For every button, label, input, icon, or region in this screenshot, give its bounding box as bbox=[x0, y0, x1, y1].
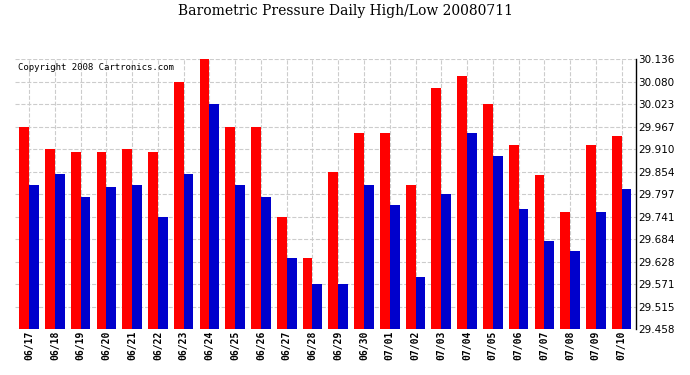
Bar bbox=[29, 185, 39, 329]
Bar bbox=[595, 212, 606, 329]
Bar bbox=[570, 251, 580, 329]
Bar bbox=[81, 197, 90, 329]
Bar bbox=[338, 284, 348, 329]
Bar bbox=[442, 194, 451, 329]
Bar bbox=[210, 104, 219, 329]
Bar bbox=[97, 152, 106, 329]
Bar bbox=[303, 258, 313, 329]
Bar bbox=[106, 187, 116, 329]
Bar bbox=[354, 134, 364, 329]
Bar bbox=[184, 174, 193, 329]
Bar bbox=[328, 171, 338, 329]
Text: Barometric Pressure Daily High/Low 20080711: Barometric Pressure Daily High/Low 20080… bbox=[177, 4, 513, 18]
Bar bbox=[45, 149, 55, 329]
Bar bbox=[457, 76, 467, 329]
Bar bbox=[158, 216, 168, 329]
Text: Copyright 2008 Cartronics.com: Copyright 2008 Cartronics.com bbox=[18, 63, 174, 72]
Bar bbox=[483, 104, 493, 329]
Bar bbox=[71, 152, 81, 329]
Bar bbox=[174, 81, 184, 329]
Bar bbox=[199, 59, 210, 329]
Bar bbox=[467, 134, 477, 329]
Bar bbox=[261, 197, 270, 329]
Bar bbox=[622, 189, 631, 329]
Bar bbox=[132, 185, 142, 329]
Bar bbox=[313, 284, 322, 329]
Bar bbox=[380, 134, 390, 329]
Bar bbox=[19, 126, 29, 329]
Bar bbox=[493, 156, 502, 329]
Bar bbox=[148, 152, 158, 329]
Bar bbox=[251, 126, 261, 329]
Bar bbox=[226, 126, 235, 329]
Bar bbox=[122, 149, 132, 329]
Bar bbox=[518, 209, 529, 329]
Bar bbox=[544, 241, 554, 329]
Bar bbox=[364, 185, 374, 329]
Bar bbox=[415, 277, 425, 329]
Bar bbox=[235, 185, 245, 329]
Bar bbox=[277, 216, 287, 329]
Bar bbox=[560, 212, 570, 329]
Bar bbox=[287, 258, 297, 329]
Bar bbox=[431, 88, 442, 329]
Bar bbox=[509, 145, 518, 329]
Bar bbox=[406, 185, 415, 329]
Bar bbox=[612, 136, 622, 329]
Bar bbox=[535, 175, 544, 329]
Bar bbox=[55, 174, 65, 329]
Bar bbox=[390, 205, 400, 329]
Bar bbox=[586, 145, 595, 329]
